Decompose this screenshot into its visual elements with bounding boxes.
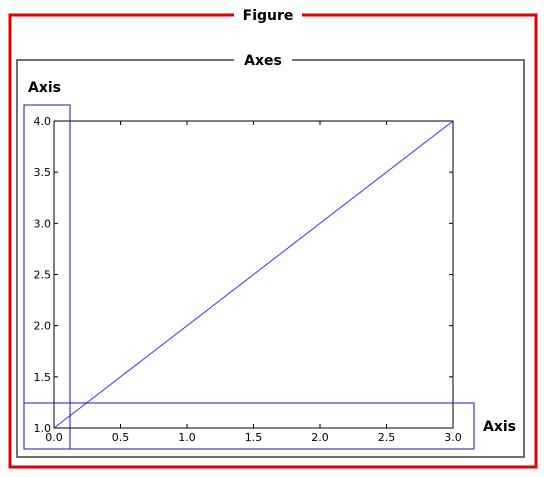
axes-label: Axes <box>244 53 282 69</box>
x-tick-label: 0.0 <box>45 431 63 444</box>
y-tick-label: 2.5 <box>34 269 52 282</box>
x-axis-highlight <box>23 402 475 450</box>
y-tick-label: 3.0 <box>34 217 52 230</box>
figure-frame <box>8 13 538 469</box>
figure-label: Figure <box>243 8 294 24</box>
x-tick-label: 1.5 <box>245 431 263 444</box>
y-tick-label: 3.5 <box>34 166 52 179</box>
tick-marks <box>53 120 454 429</box>
y-tick-label: 2.0 <box>34 320 52 333</box>
x-tick-label: 0.5 <box>112 431 130 444</box>
y-tick-label: 1.5 <box>34 371 52 384</box>
x-tick-label: 1.0 <box>178 431 196 444</box>
y-tick-label: 4.0 <box>34 115 52 128</box>
x-axis-label: Axis <box>483 419 516 435</box>
x-tick-label: 3.0 <box>444 431 462 444</box>
x-tick-labels: 0.0 0.5 1.0 1.5 2.0 2.5 3.0 <box>45 431 462 444</box>
x-tick-label: 2.5 <box>378 431 396 444</box>
x-tick-label: 2.0 <box>311 431 329 444</box>
y-tick-label: 1.0 <box>34 422 52 435</box>
data-line <box>53 120 454 429</box>
axes-label-bg <box>234 49 292 71</box>
y-axis-label: Axis <box>28 80 61 96</box>
y-tick-labels: 1.0 1.5 2.0 2.5 3.0 3.5 4.0 <box>34 115 52 435</box>
figure-label-bg <box>234 4 302 26</box>
